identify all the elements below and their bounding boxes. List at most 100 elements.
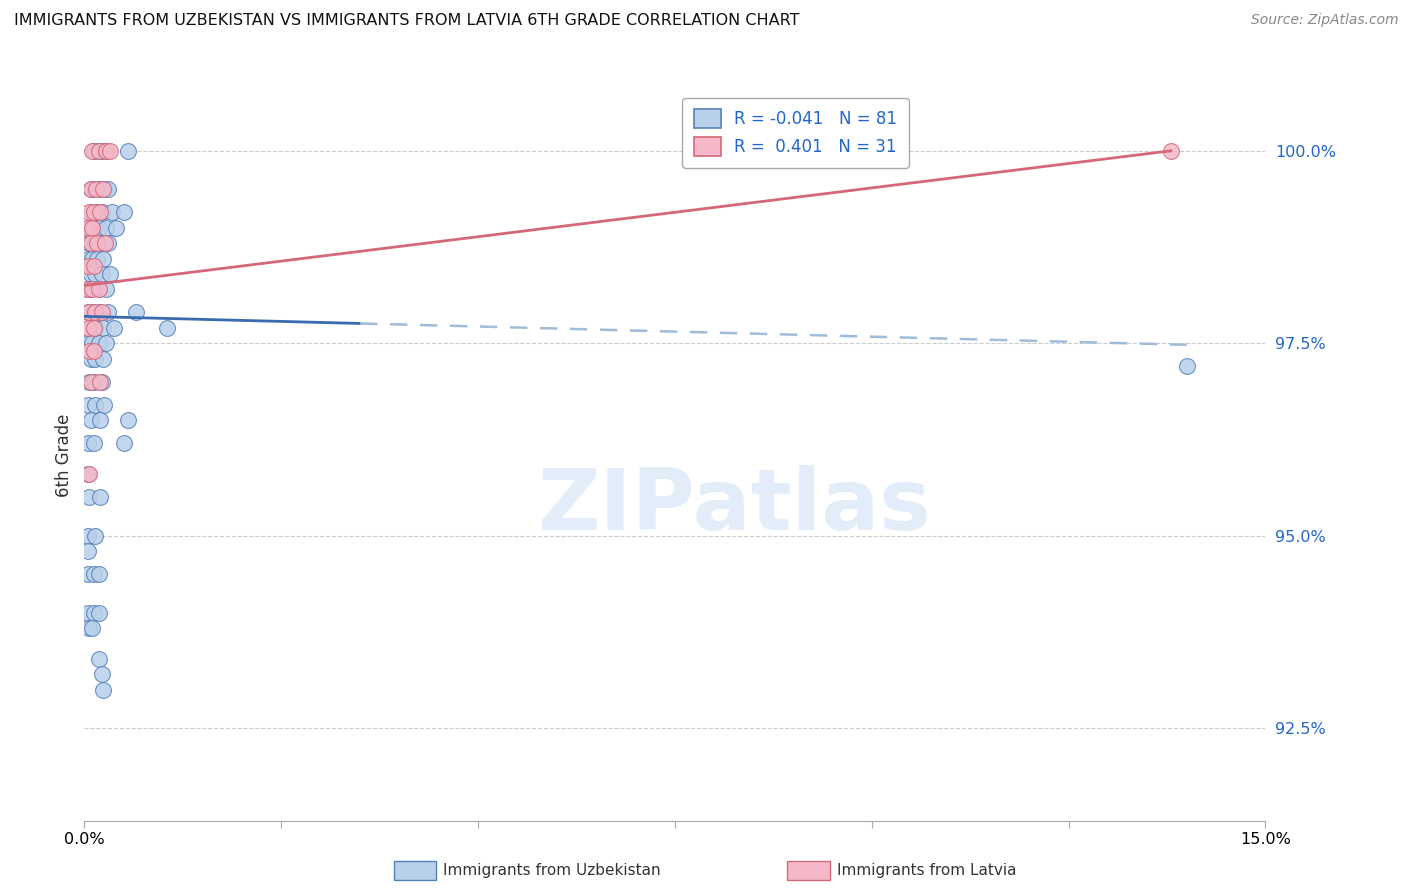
Point [83,343,105,358]
Point [83,375,105,389]
Point [79,182,101,196]
Point [98,144,121,158]
Point [83,205,105,219]
Point [87,336,110,351]
Point [84,529,107,543]
Point [82,252,104,266]
Point [76,321,98,335]
Point [87,652,110,666]
Point [98,267,121,281]
Point [91,682,114,697]
Point [156,321,179,335]
Point [87,282,110,296]
Point [90,205,112,219]
Point [90,375,112,389]
Point [87,220,110,235]
Text: Immigrants from Latvia: Immigrants from Latvia [837,863,1017,878]
Point [90,667,112,681]
Point [87,144,110,158]
Point [91,182,114,196]
Point [91,252,114,266]
Text: ZIPatlas: ZIPatlas [537,465,931,548]
Point [87,282,110,296]
Point [96,144,118,158]
Point [91,321,114,335]
Point [76,282,98,296]
Point [89,205,111,219]
Point [93,182,115,196]
Point [83,606,105,620]
Point [93,398,115,412]
Point [76,282,98,296]
Point [83,436,105,450]
Point [103,321,125,335]
Point [96,220,118,235]
Point [77,343,100,358]
Point [77,220,100,235]
Point [76,398,98,412]
Legend: R = -0.041   N = 81, R =  0.401   N = 31: R = -0.041 N = 81, R = 0.401 N = 31 [682,97,908,168]
Point [94,236,117,251]
Point [97,182,120,196]
Point [83,144,105,158]
Point [77,375,100,389]
Point [87,144,110,158]
Point [77,305,100,319]
Point [83,260,105,274]
Point [82,336,104,351]
Point [76,567,98,582]
Point [77,305,100,319]
Point [97,236,120,251]
Point [83,567,105,582]
Point [89,182,111,196]
Point [77,260,100,274]
Point [90,267,112,281]
Point [77,490,100,504]
Point [96,144,118,158]
Point [84,182,107,196]
Point [79,236,101,251]
Point [84,398,107,412]
Point [79,351,101,366]
Point [83,305,105,319]
Point [87,606,110,620]
Point [87,567,110,582]
Point [117,413,139,427]
Point [89,490,111,504]
Point [86,236,108,251]
Text: IMMIGRANTS FROM UZBEKISTAN VS IMMIGRANTS FROM LATVIA 6TH GRADE CORRELATION CHART: IMMIGRANTS FROM UZBEKISTAN VS IMMIGRANTS… [14,13,800,29]
Text: Immigrants from Uzbekistan: Immigrants from Uzbekistan [443,863,661,878]
Y-axis label: 6th Grade: 6th Grade [55,413,73,497]
Point [76,220,98,235]
Point [76,436,98,450]
Point [86,205,108,219]
Point [77,621,100,635]
Point [79,413,101,427]
Point [84,305,107,319]
Point [82,144,104,158]
Point [79,267,101,281]
Point [84,267,107,281]
Point [84,321,107,335]
Point [79,375,101,389]
Point [82,205,104,219]
Point [79,182,101,196]
Point [77,321,100,335]
Point [84,236,107,251]
Point [124,305,146,319]
Point [82,621,104,635]
Point [77,205,100,219]
Point [101,205,124,219]
Point [96,336,118,351]
Point [84,182,107,196]
Point [97,305,120,319]
Point [89,305,111,319]
Point [82,220,104,235]
Point [76,336,98,351]
Point [76,606,98,620]
Point [104,220,127,235]
Point [117,144,139,158]
Point [79,282,101,296]
Point [76,544,98,558]
Point [112,436,135,450]
